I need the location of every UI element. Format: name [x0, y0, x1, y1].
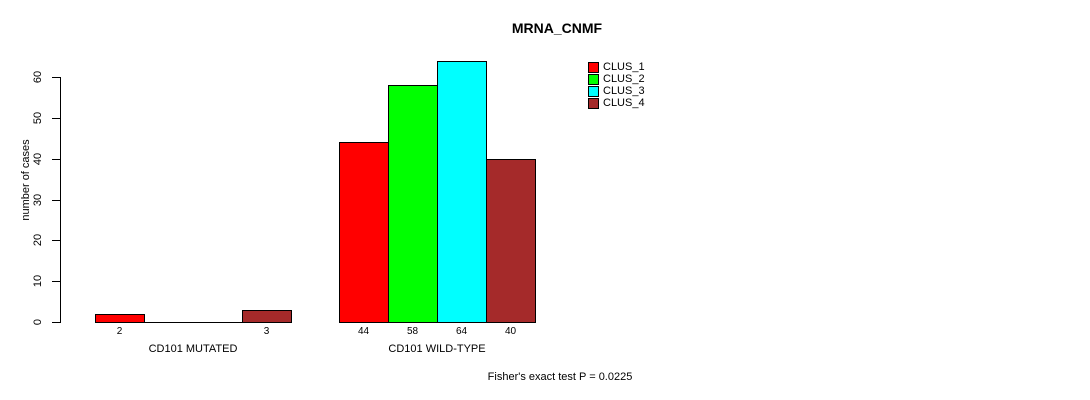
y-axis-label: number of cases [20, 139, 32, 221]
bar-value-label: 58 [406, 326, 419, 337]
chart-title: MRNA_CNMF [511, 20, 603, 36]
y-tick-mark [52, 77, 60, 78]
legend-label: CLUS_4 [603, 97, 645, 109]
group-baseline [95, 322, 292, 323]
legend-label: CLUS_3 [603, 85, 645, 97]
bar-clus_2-group2 [388, 85, 438, 323]
y-tick-mark [52, 117, 60, 119]
bar-value-label: 2 [116, 326, 123, 337]
bar-clus_3-group2 [437, 61, 487, 323]
bar-value-label: 64 [455, 326, 468, 337]
y-tick-label: 40 [32, 152, 44, 165]
legend-swatch-icon [588, 85, 599, 97]
legend-swatch-icon [588, 61, 599, 73]
bar-value-label: 44 [357, 326, 370, 337]
bar-value-label: 3 [263, 326, 270, 337]
y-tick-label: 30 [32, 193, 44, 206]
fisher-test-annotation: Fisher's exact test P = 0.0225 [487, 371, 633, 383]
legend-row: CLUS_4 [588, 97, 645, 109]
bar-value-label: 40 [504, 326, 517, 337]
legend-swatch-icon [588, 97, 599, 109]
legend-label: CLUS_2 [603, 73, 645, 85]
y-tick-label: 20 [32, 234, 44, 247]
y-tick-mark [52, 158, 60, 160]
legend-row: CLUS_1 [588, 61, 645, 73]
y-tick-mark [52, 240, 60, 242]
bar-clus_1-group2 [339, 142, 389, 323]
y-tick-label: 60 [32, 70, 44, 84]
y-tick-label: 10 [32, 275, 44, 288]
legend-label: CLUS_1 [603, 61, 645, 73]
group-baseline [339, 322, 536, 323]
y-tick-label: 0 [32, 318, 44, 326]
x-category-label-wildtype: CD101 WILD-TYPE [388, 343, 486, 355]
y-tick-mark [52, 281, 60, 283]
bar-clus_4-group2 [486, 159, 536, 323]
y-tick-mark [52, 199, 60, 201]
legend-swatch-icon [588, 73, 599, 85]
y-tick-mark [52, 322, 60, 323]
legend: CLUS_1 CLUS_2 CLUS_3 CLUS_4 [588, 61, 645, 109]
legend-row: CLUS_3 [588, 85, 645, 97]
legend-row: CLUS_2 [588, 73, 645, 85]
y-axis-line [60, 77, 61, 323]
x-category-label-mutated: CD101 MUTATED [148, 343, 238, 355]
y-tick-label: 50 [32, 111, 44, 124]
